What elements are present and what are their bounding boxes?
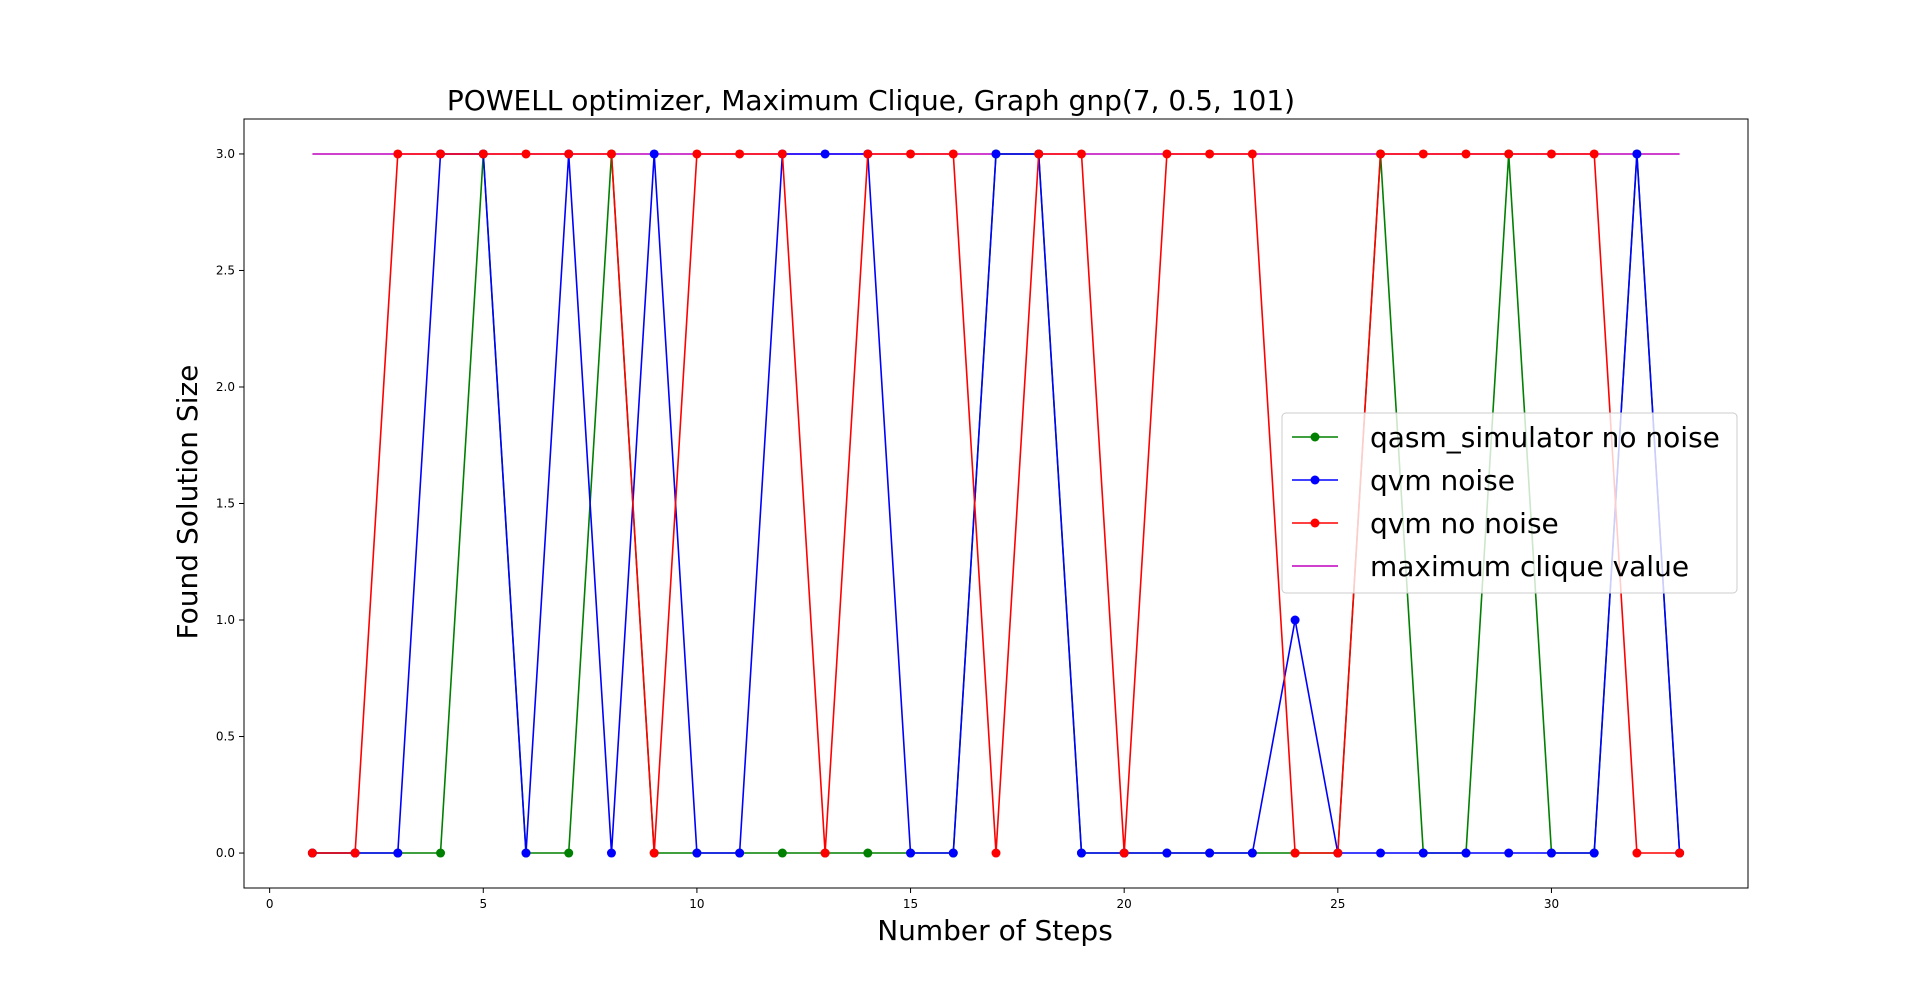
data-point-qvm-no-noise (1675, 848, 1685, 858)
data-point-qvm-no-noise (692, 149, 702, 159)
y-tick-label: 2.0 (216, 380, 235, 394)
legend: qasm_simulator no noise qvm noise qvm no n… (1281, 412, 1738, 594)
data-point-qvm-no-noise (606, 149, 616, 159)
data-point-qvm-noise (1290, 615, 1300, 625)
legend-marker-qasm-simulator-no-noise (1310, 432, 1320, 442)
data-point-qasm-simulator-no-noise (436, 848, 446, 858)
data-point-qvm-no-noise (1333, 848, 1343, 858)
data-point-qvm-noise (735, 848, 745, 858)
y-tick-label: 2.5 (216, 263, 235, 277)
data-point-qvm-noise (820, 149, 830, 159)
data-point-qvm-noise (393, 848, 403, 858)
data-point-qvm-no-noise (307, 848, 317, 858)
data-point-qvm-noise (948, 848, 958, 858)
data-point-qvm-noise (1632, 149, 1642, 159)
y-tick-label: 0.0 (216, 846, 235, 860)
data-point-qvm-no-noise (1205, 149, 1215, 159)
y-axis-label: Found Solution Size (171, 365, 204, 640)
data-point-qvm-noise (692, 848, 702, 858)
data-point-qvm-no-noise (350, 848, 360, 858)
data-point-qvm-no-noise (1034, 149, 1044, 159)
data-point-qvm-noise (1461, 848, 1471, 858)
x-tick-label: 0 (266, 897, 274, 911)
y-tick-label: 3.0 (216, 147, 235, 161)
legend-box (1281, 412, 1738, 594)
legend-label-maximum-clique-value: maximum clique value (1370, 550, 1689, 583)
legend-label-qvm-noise: qvm noise (1370, 464, 1515, 497)
data-point-qvm-no-noise (521, 149, 531, 159)
data-point-qvm-no-noise (1546, 149, 1556, 159)
data-point-qvm-noise (1418, 848, 1428, 858)
data-point-qvm-noise (606, 848, 616, 858)
data-point-qvm-no-noise (1461, 149, 1471, 159)
data-point-qvm-no-noise (820, 848, 830, 858)
x-tick-label: 25 (1330, 897, 1345, 911)
x-tick-label: 10 (689, 897, 704, 911)
data-point-qvm-no-noise (1162, 149, 1172, 159)
data-point-qvm-noise (1589, 848, 1599, 858)
legend-marker-qvm-noise (1310, 475, 1320, 485)
data-point-qasm-simulator-no-noise (777, 848, 787, 858)
plot-area: 0 5 10 15 20 25 30 0.0 0.5 1.0 1.5 2.0 2.5 3.0 (216, 118, 1749, 911)
data-point-qvm-noise (1162, 848, 1172, 858)
data-point-qasm-simulator-no-noise (564, 848, 574, 858)
x-tick-label: 15 (903, 897, 918, 911)
x-tick-label: 30 (1544, 897, 1559, 911)
data-point-qvm-no-noise (906, 149, 916, 159)
data-point-qvm-noise (521, 848, 531, 858)
data-point-qvm-noise (1376, 848, 1386, 858)
data-point-qvm-no-noise (649, 848, 659, 858)
data-point-qvm-no-noise (1247, 149, 1257, 159)
data-point-qvm-no-noise (1632, 848, 1642, 858)
data-point-qvm-no-noise (1589, 149, 1599, 159)
y-tick-label: 1.5 (216, 497, 235, 511)
data-point-qvm-no-noise (948, 149, 958, 159)
data-point-qvm-noise (1546, 848, 1556, 858)
data-point-qvm-no-noise (436, 149, 446, 159)
data-point-qvm-noise (1504, 848, 1514, 858)
y-tick-label: 1.0 (216, 613, 235, 627)
data-point-qvm-noise (1247, 848, 1257, 858)
data-point-qvm-no-noise (1376, 149, 1386, 159)
data-point-qvm-no-noise (1504, 149, 1514, 159)
data-point-qvm-no-noise (1076, 149, 1086, 159)
x-tick-label: 5 (479, 897, 487, 911)
x-axis-label: Number of Steps (877, 914, 1113, 947)
data-point-qvm-no-noise (1418, 149, 1428, 159)
data-point-qvm-noise (1076, 848, 1086, 858)
data-point-qvm-no-noise (1290, 848, 1300, 858)
data-point-qvm-no-noise (735, 149, 745, 159)
data-point-qvm-no-noise (863, 149, 873, 159)
y-tick-label: 0.5 (216, 730, 235, 744)
data-point-qvm-no-noise (777, 149, 787, 159)
data-point-qvm-no-noise (393, 149, 403, 159)
data-point-qvm-noise (991, 149, 1001, 159)
data-point-qvm-noise (906, 848, 916, 858)
legend-marker-qvm-no-noise (1310, 518, 1320, 528)
legend-label-qvm-no-noise: qvm no noise (1370, 507, 1559, 540)
data-point-qasm-simulator-no-noise (863, 848, 873, 858)
data-point-qvm-noise (649, 149, 659, 159)
legend-label-qasm-simulator-no-noise: qasm_simulator no noise (1370, 421, 1720, 454)
data-point-qvm-no-noise (1119, 848, 1129, 858)
data-point-qvm-no-noise (478, 149, 488, 159)
chart-title: POWELL optimizer, Maximum Clique, Graph … (447, 84, 1295, 117)
data-point-qvm-no-noise (991, 848, 1001, 858)
data-point-qvm-no-noise (564, 149, 574, 159)
x-tick-label: 20 (1117, 897, 1132, 911)
data-point-qvm-noise (1205, 848, 1215, 858)
